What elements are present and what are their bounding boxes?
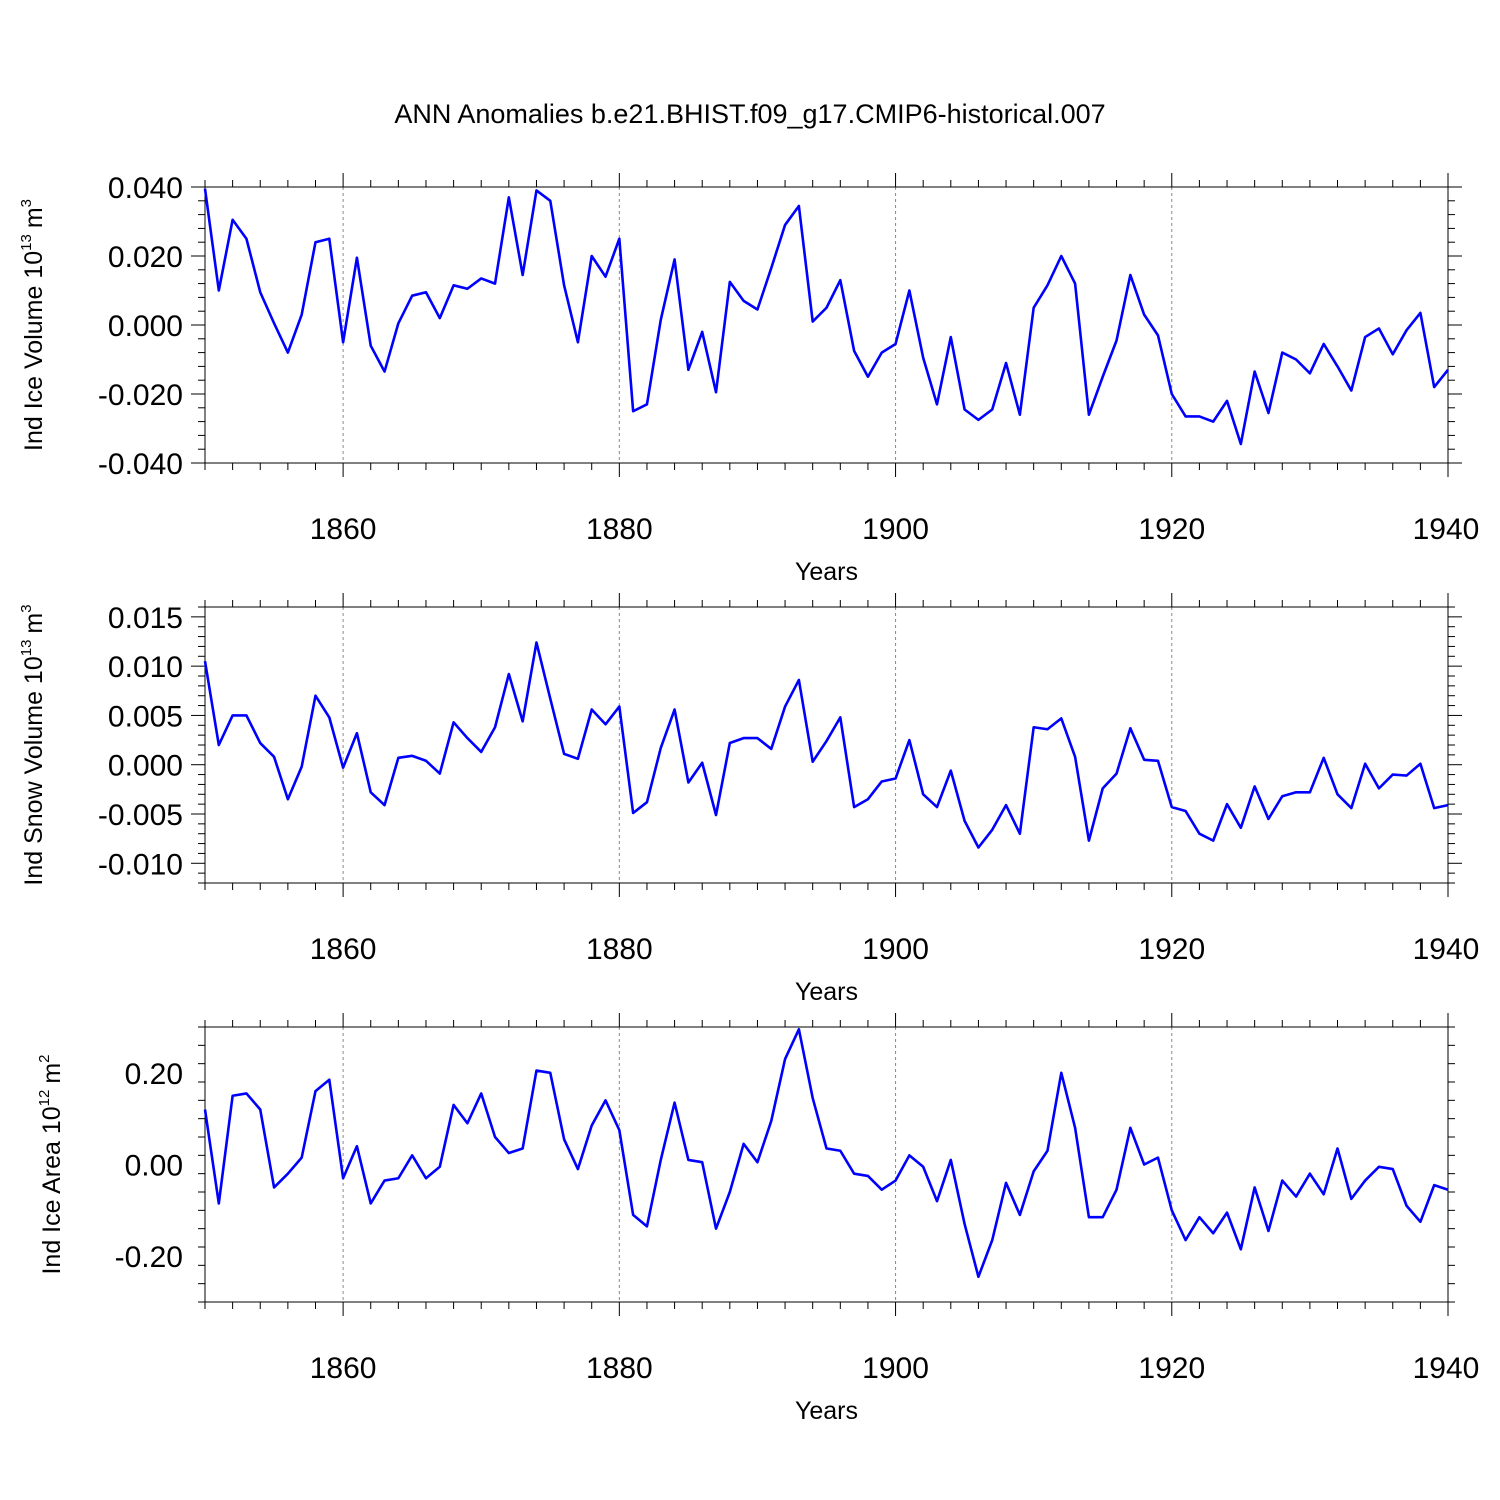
panel-3-xtick-label: 1920 [1138,1352,1205,1385]
panel-1-ytick-label: 0.000 [108,310,183,343]
panel-1-xtick-label: 1920 [1138,513,1205,546]
panel-1-x-axis-title: Years [795,558,858,586]
panel-2-series-line [203,641,1449,849]
panel-1-y-axis-title-exponent: 13 [18,234,35,251]
panel-3-x-axis-title: Years [795,1397,858,1425]
panel-3-xtick-label: 1940 [1413,1352,1480,1385]
panel-2-y-axis-title-exponent: 13 [18,640,35,657]
panel-2-ytick-label: 0.010 [108,651,183,684]
panel-2-x-axis-title: Years [795,978,858,1006]
panel-3: -0.20 0.00 0.20 1860 1880 1900 1920 1940 Years In… [36,1013,1479,1425]
panel-1-ytick-label: 0.020 [108,241,183,274]
panel-2-y-axis-title-unit: m [20,613,48,634]
panel-2-ytick-label: -0.005 [98,799,183,832]
panel-1-xtick-label: 1860 [310,513,377,546]
panel-2-xtick-label: 1900 [862,933,929,966]
panel-3-y-axis-title: Ind Ice Area 1012 m2 [36,1054,66,1274]
panel-1-xtick-label: 1940 [1413,513,1480,546]
panel-2-ytick-label: 0.015 [108,602,183,635]
chart-title: ANN Anomalies b.e21.BHIST.f09_g17.CMIP6-… [394,99,1105,129]
panel-1-ytick-label: -0.020 [98,379,183,412]
panel-2-xtick-label: 1860 [310,933,377,966]
panel-3-ytick-label: 0.20 [125,1058,183,1091]
panel-3-ytick-label: 0.00 [125,1150,183,1183]
panel-3-plot-frame [204,1026,1449,1303]
panel-1: -0.040 -0.020 0.000 0.020 0.040 1860 1880 1900 1… [18,172,1479,586]
panel-3-xtick-label: 1880 [586,1352,653,1385]
panel-2-y-axis-title: Ind Snow Volume 1013 m3 [18,604,48,885]
panel-3-xtick-label: 1900 [862,1352,929,1385]
panel-2-xtick-label: 1880 [586,933,653,966]
panel-2-y-axis-title-main: Ind Snow Volume 10 [20,656,48,885]
panel-2-plot-frame [204,606,1449,884]
panel-1-y-axis-title-unit: m [20,207,48,228]
panel-3-y-axis-title-exponent: 12 [36,1090,53,1107]
panel-1-y-axis-title-main: Ind Ice Volume 10 [20,251,48,451]
panel-2-ytick-label: 0.005 [108,700,183,733]
panel-3-series-line [203,1027,1449,1279]
panel-2-xtick-label: 1940 [1413,933,1480,966]
panel-1-plot-frame [204,186,1449,464]
panel-2-ytick-label: -0.010 [98,848,183,881]
panel-2-xtick-label: 1920 [1138,933,1205,966]
panel-2-y-axis-title-unit-exponent: 3 [18,604,35,612]
panel-1-y-axis-title: Ind Ice Volume 1013 m3 [18,199,48,451]
panel-3-ytick-label: -0.20 [115,1241,183,1274]
panel-1-y-axis-title-unit-exponent: 3 [18,199,35,207]
panel-3-y-axis-title-unit: m [38,1063,66,1084]
panel-1-ytick-label: 0.040 [108,172,183,205]
panel-1-series-line [203,188,1450,446]
panel-1-ytick-label: -0.040 [98,448,183,481]
panel-3-y-axis-title-unit-exponent: 2 [36,1054,53,1062]
panel-2: -0.010 -0.005 0.000 0.005 0.010 0.015 1860 1880… [18,593,1479,1006]
panel-3-xtick-label: 1860 [310,1352,377,1385]
panel-1-xtick-label: 1900 [862,513,929,546]
panel-1-xtick-label: 1880 [586,513,653,546]
panel-2-ytick-label: 0.000 [108,750,183,783]
panel-3-y-axis-title-main: Ind Ice Area 10 [38,1106,66,1274]
